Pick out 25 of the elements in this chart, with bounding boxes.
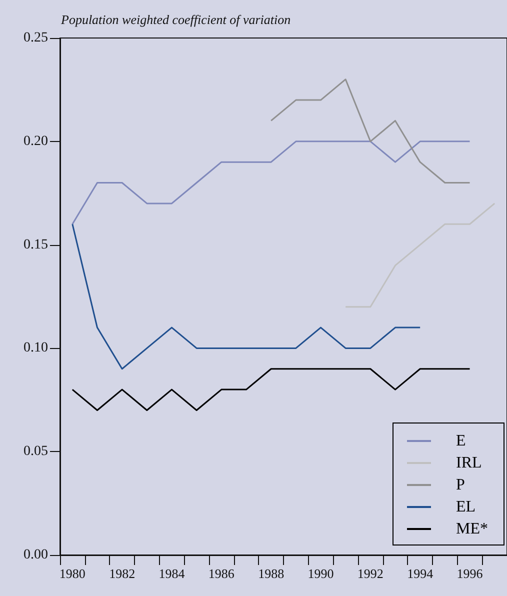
y-tick-label: 0.25: [24, 30, 48, 46]
x-tick-label: 1994: [407, 566, 434, 581]
x-tick-label: 1990: [308, 566, 334, 581]
legend-label: ME*: [456, 520, 488, 538]
line-series: [270, 78, 470, 184]
x-tick-label: 1988: [258, 566, 284, 581]
y-tick-label: 0.15: [24, 237, 48, 252]
legend-label: EL: [456, 498, 476, 516]
y-tick-label: 0.00: [24, 548, 48, 562]
x-tick-label: 1992: [357, 566, 384, 581]
y-tick-label: 0.10: [24, 340, 48, 356]
chart-title: Population weighted coefficient of variation: [60, 12, 291, 27]
legend-label: IRL: [456, 454, 482, 472]
x-tick-label: 1996: [456, 566, 484, 581]
x-tick-label: 1982: [109, 566, 136, 581]
line-series: [72, 223, 421, 370]
legend-label: P: [456, 476, 465, 494]
x-tick-label: 1980: [59, 566, 86, 581]
x-tick-label: 1984: [158, 566, 186, 581]
line-series: [344, 202, 496, 308]
legend-label: E: [456, 432, 466, 450]
x-tick-label: 1986: [208, 566, 235, 581]
y-tick-label: 0.20: [24, 134, 48, 149]
line-series: [72, 140, 470, 225]
y-tick-label: 0.05: [24, 444, 48, 460]
